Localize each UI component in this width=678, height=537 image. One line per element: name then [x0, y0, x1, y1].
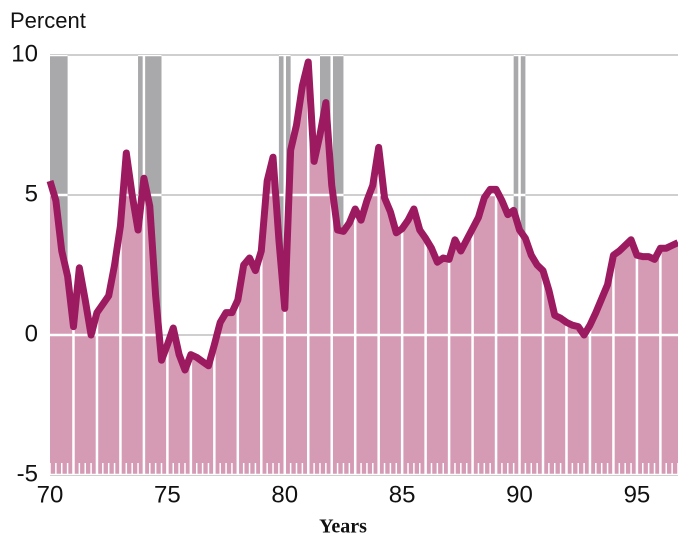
y-tick-label: -5	[17, 460, 38, 487]
x-tick-label: 85	[389, 481, 416, 508]
x-tick-label: 95	[624, 481, 651, 508]
y-tick-label: 0	[25, 320, 38, 347]
x-tick-label: 80	[271, 481, 298, 508]
y-tick-label: 10	[11, 40, 38, 67]
line	[46, 58, 678, 374]
y-axis-label: Percent	[10, 8, 86, 33]
y-tick-label: 5	[25, 180, 38, 207]
area	[50, 62, 678, 475]
x-tick-label: 75	[154, 481, 181, 508]
x-tick-label: 70	[37, 481, 64, 508]
x-tick-label: 90	[506, 481, 533, 508]
x-axis-label: Years	[319, 516, 367, 537]
